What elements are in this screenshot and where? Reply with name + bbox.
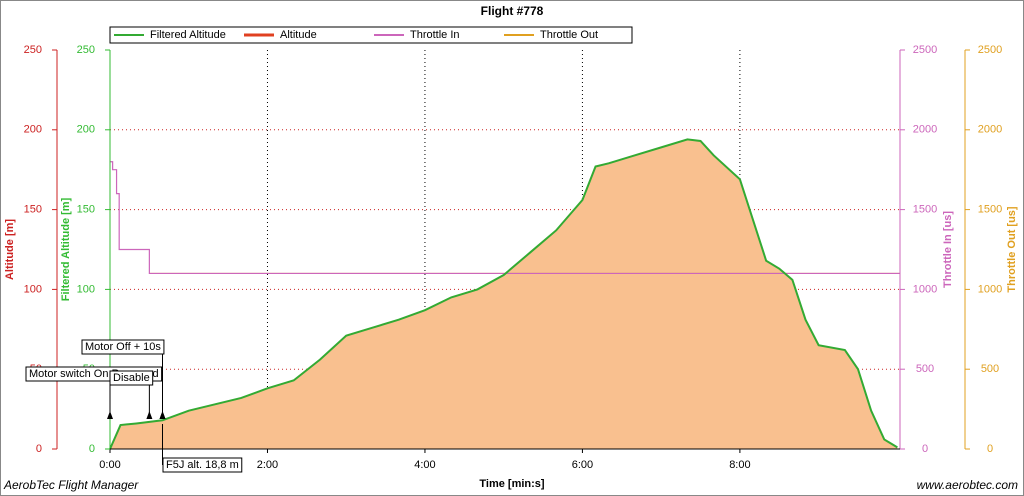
y-tick-label: 0 — [36, 443, 42, 455]
y-axis-title: Filtered Altitude [m] — [60, 197, 72, 301]
series-line — [110, 161, 900, 275]
y-tick-label: 0 — [922, 443, 928, 455]
y-tick-label: 1500 — [913, 204, 937, 216]
x-tick-label: 2:00 — [257, 459, 278, 471]
y-tick-label: 150 — [77, 204, 95, 216]
y-tick-label: 500 — [916, 363, 934, 375]
y-tick-label: 200 — [77, 124, 95, 136]
chart-title: Flight #778 — [481, 4, 544, 18]
x-axis-title: Time [min:s] — [479, 478, 545, 490]
footer-left: AerobTec Flight Manager — [3, 478, 139, 492]
y-tick-label: 2500 — [978, 44, 1002, 56]
annotation-box — [81, 339, 165, 355]
y-tick-label: 100 — [77, 283, 95, 295]
y-tick-label: 1000 — [978, 283, 1002, 295]
y-tick-label: 0 — [987, 443, 993, 455]
x-tick-label: 6:00 — [572, 459, 593, 471]
y-tick-label: 1500 — [978, 204, 1002, 216]
y-tick-label: 2500 — [913, 44, 937, 56]
annotation-head — [159, 411, 166, 419]
legend-box — [109, 26, 633, 44]
footer-right: www.aerobtec.com — [917, 478, 1018, 492]
x-tick-label: 4:00 — [414, 459, 435, 471]
y-tick-label: 0 — [89, 443, 95, 455]
legend-label: Filtered Altitude — [150, 29, 226, 41]
y-tick-label: 1000 — [913, 283, 937, 295]
y-axis-title: Throttle In [us] — [942, 211, 954, 288]
legend-label: Throttle In — [410, 29, 460, 41]
y-axis-title: Altitude [m] — [4, 219, 16, 280]
annotation-box — [162, 457, 243, 473]
y-tick-label: 2000 — [913, 124, 937, 136]
y-tick-label: 100 — [24, 283, 42, 295]
annotation-head — [107, 411, 113, 419]
annotation-label: F5J alt. 18,8 m — [166, 459, 239, 471]
annotation-label: Disable — [113, 372, 150, 384]
y-tick-label: 500 — [981, 363, 999, 375]
y-tick-label: 250 — [24, 44, 42, 56]
annotation-label: Motor Off + 10s — [85, 341, 161, 353]
series-line — [109, 138, 898, 450]
y-tick-label: 250 — [77, 44, 95, 56]
annotation-head — [146, 411, 153, 419]
x-tick-label: 0:00 — [99, 459, 120, 471]
annotation-box — [109, 370, 154, 386]
y-axis-title: Throttle Out [us] — [1006, 206, 1018, 292]
y-tick-label: 2000 — [978, 124, 1002, 136]
altitude-area — [110, 139, 898, 449]
legend-label: Throttle Out — [540, 29, 598, 41]
y-tick-label: 200 — [24, 124, 42, 136]
x-tick-label: 8:00 — [729, 459, 750, 471]
legend-label: Altitude — [280, 29, 317, 41]
y-tick-label: 150 — [24, 204, 42, 216]
